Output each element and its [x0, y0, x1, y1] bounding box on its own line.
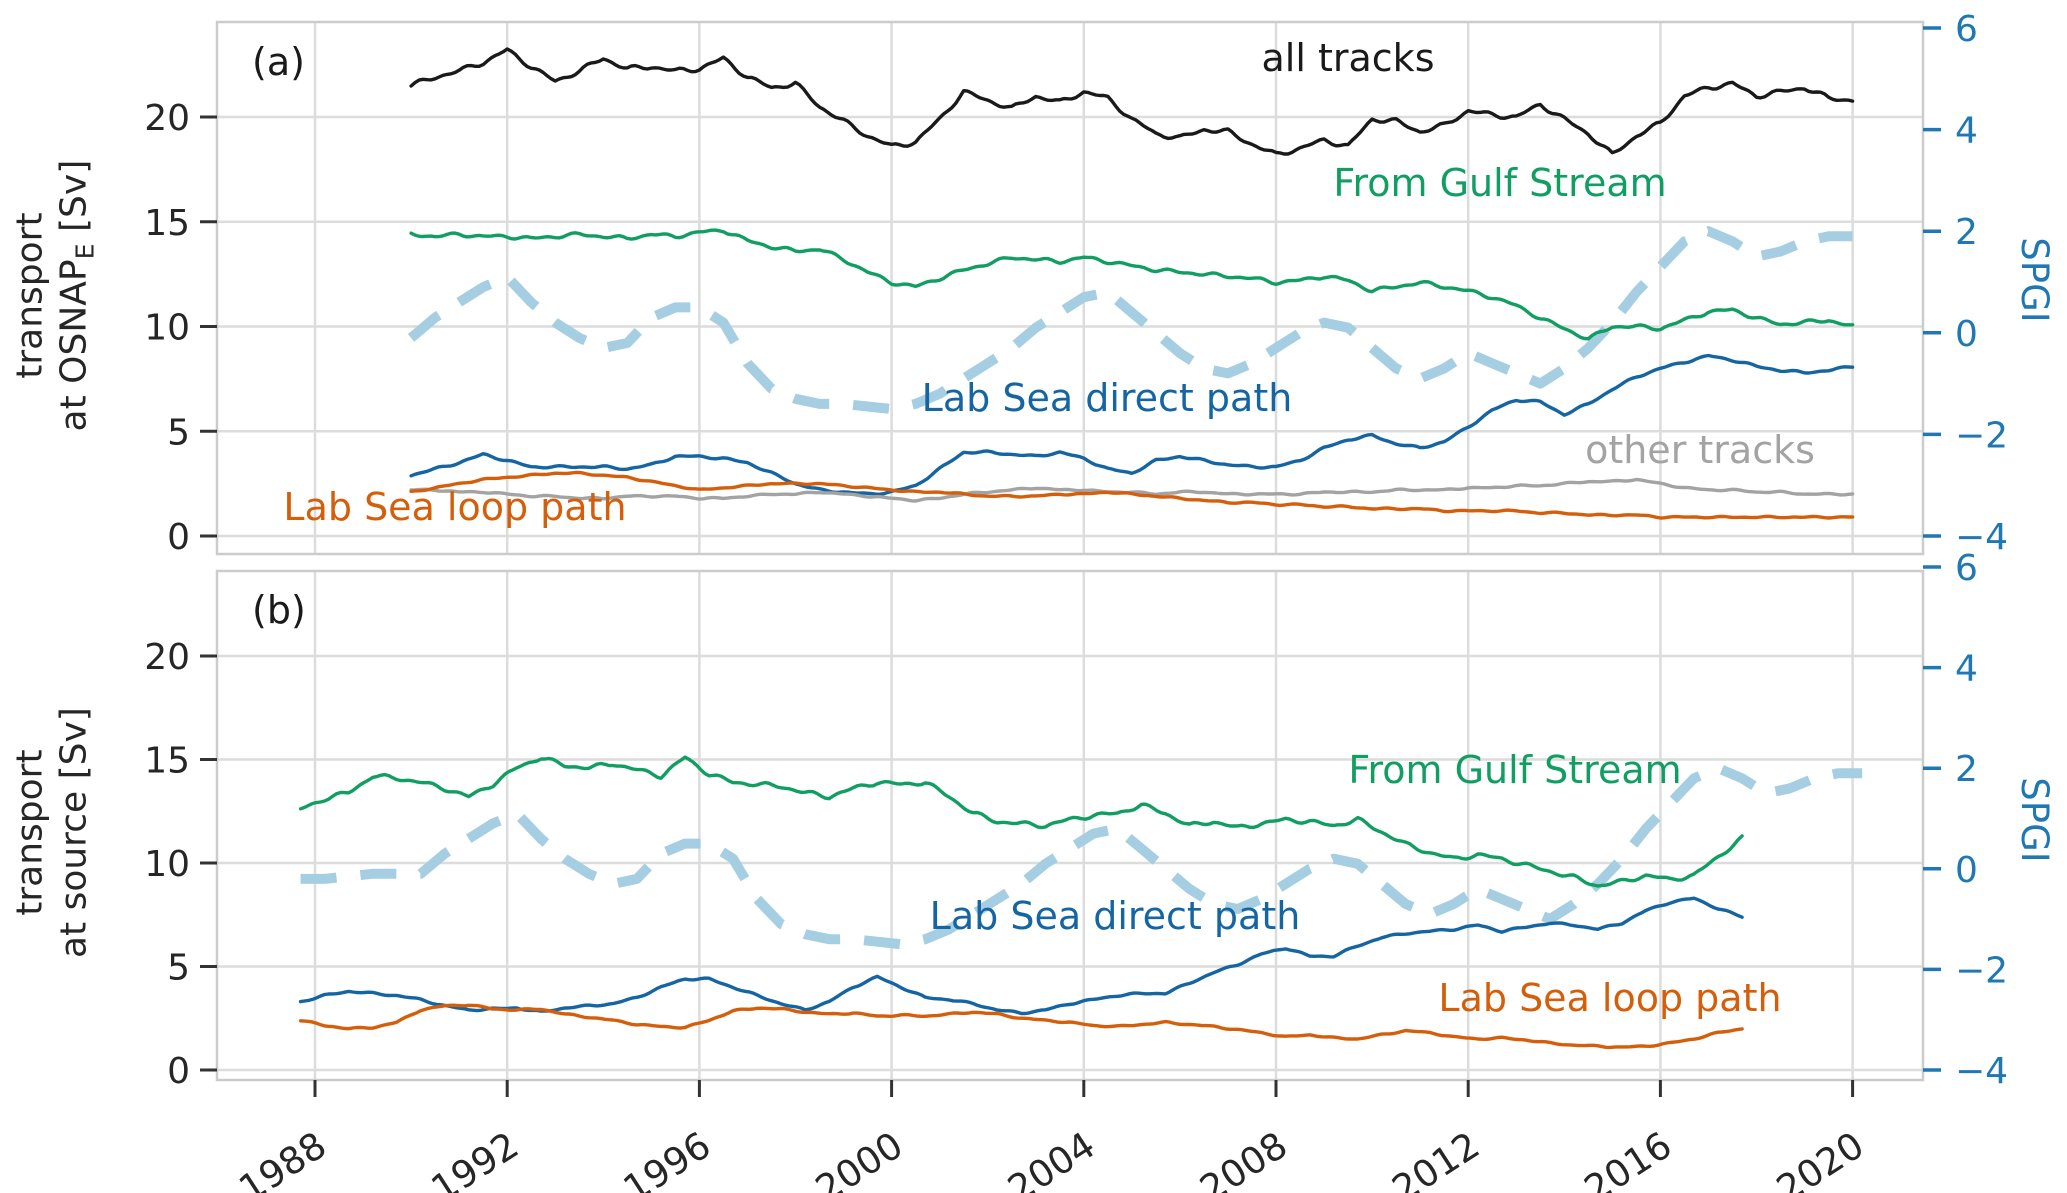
spgi-tick-b--2: −2 — [1955, 950, 2008, 991]
spgi-tick-a-0: 0 — [1955, 314, 1978, 355]
panel-b-ylabel-line1: transport — [9, 749, 51, 916]
xtick-2020: 2020 — [1769, 1123, 1871, 1193]
annotation-lab-sea-loop-path: Lab Sea loop path — [1438, 976, 1781, 1020]
panel-b-spgi-label: SPGI — [2013, 777, 2056, 863]
series-all_tracks-a — [409, 47, 1855, 156]
series-spgi-a — [407, 226, 1853, 414]
annotation-from-gulf-stream: From Gulf Stream — [1348, 748, 1681, 792]
panel-a-ylabel-line2: at OSNAPE [Sv] — [53, 159, 100, 432]
ytick-b-0: 0 — [167, 1051, 190, 1092]
xtick-2000: 2000 — [808, 1123, 910, 1193]
spgi-tick-a-4: 4 — [1955, 111, 1978, 152]
series-lab_sea_loop-a — [409, 470, 1855, 520]
panel-b-ylabel: transport at source [Sv] — [8, 553, 107, 1113]
xtick-1992: 1992 — [424, 1123, 526, 1193]
spgi-tick-a-2: 2 — [1955, 212, 1978, 253]
series-other_tracks-a — [409, 477, 1855, 503]
xtick-2004: 2004 — [1000, 1123, 1102, 1193]
series-lab_sea_direct-a — [409, 353, 1855, 496]
xtick-1988: 1988 — [232, 1123, 334, 1193]
spgi-tick-b-4: 4 — [1955, 649, 1978, 690]
xtick-1996: 1996 — [616, 1123, 718, 1193]
ytick-a-5: 5 — [167, 412, 190, 453]
spgi-tick-a--4: −4 — [1955, 517, 2008, 558]
series-gulf_stream-a — [409, 228, 1855, 341]
annotation-other-tracks: other tracks — [1585, 428, 1815, 472]
ytick-b-5: 5 — [167, 948, 190, 989]
annotation-from-gulf-stream: From Gulf Stream — [1333, 161, 1666, 205]
series-gulf_stream-b — [298, 755, 1744, 888]
ytick-a-15: 15 — [144, 203, 190, 244]
panel-b-ylabel-line2: at source [Sv] — [53, 707, 95, 959]
spgi-tick-b-6: 6 — [1955, 548, 1978, 589]
panel-a-ylabel: transport at OSNAPE [Sv] — [8, 16, 107, 576]
panel-a-ylabel-line1: transport — [9, 212, 51, 379]
panel-a-spgi-label: SPGI — [2013, 237, 2056, 323]
xtick-2012: 2012 — [1385, 1123, 1487, 1193]
annotation-lab-sea-direct-path: Lab Sea direct path — [922, 376, 1293, 420]
xtick-2008: 2008 — [1193, 1123, 1295, 1193]
panel-b-tag: (b) — [252, 588, 306, 632]
ytick-b-10: 10 — [144, 844, 190, 885]
series-lab_sea_loop-b — [298, 1003, 1744, 1050]
panel-a-tag: (a) — [252, 40, 305, 84]
spgi-tick-a-6: 6 — [1955, 9, 1978, 50]
ytick-b-20: 20 — [144, 637, 190, 678]
spgi-tick-b-2: 2 — [1955, 749, 1978, 790]
series-spgi-b — [300, 763, 1863, 950]
annotation-lab-sea-loop-path: Lab Sea loop path — [283, 485, 626, 529]
xtick-2016: 2016 — [1577, 1123, 1679, 1193]
spgi-tick-b--4: −4 — [1955, 1051, 2008, 1092]
spgi-tick-a--2: −2 — [1955, 415, 2008, 456]
ytick-a-20: 20 — [144, 98, 190, 139]
osnap-subscript: E — [70, 243, 100, 260]
annotation-all-tracks: all tracks — [1262, 36, 1435, 80]
ytick-b-15: 15 — [144, 741, 190, 782]
ytick-a-10: 10 — [144, 308, 190, 349]
spgi-tick-b-0: 0 — [1955, 850, 1978, 891]
annotation-lab-sea-direct-path: Lab Sea direct path — [930, 894, 1301, 938]
ytick-a-0: 0 — [167, 517, 190, 558]
